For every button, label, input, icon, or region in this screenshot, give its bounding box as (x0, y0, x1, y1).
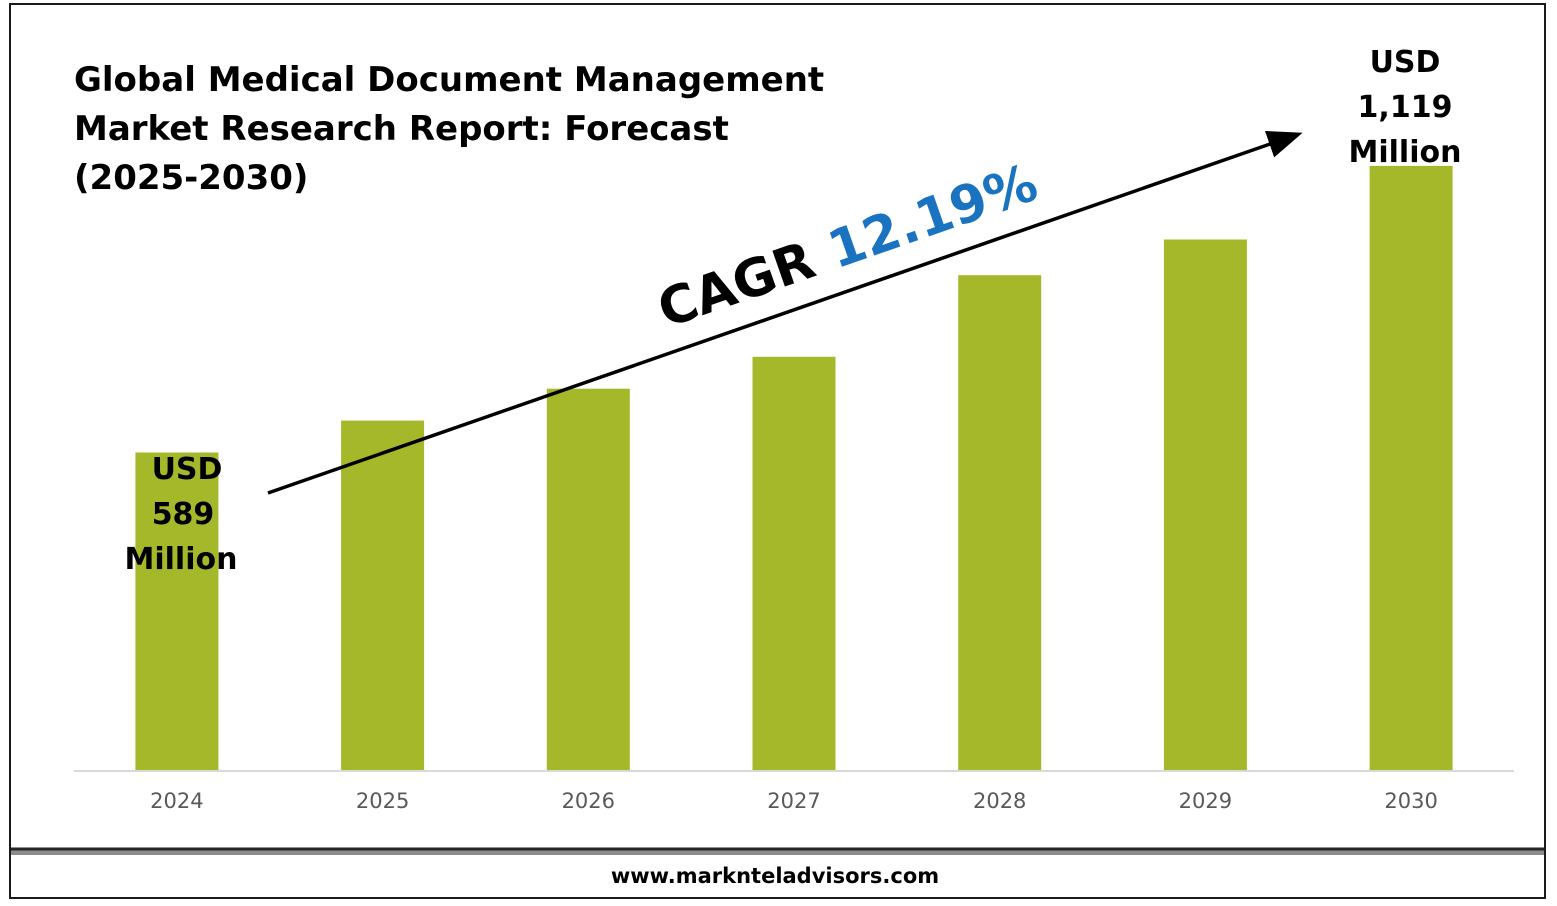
bar-2030 (1369, 165, 1453, 771)
bar-2029 (1163, 239, 1247, 771)
title-line-2: Market Research Report: Forecast (74, 109, 729, 149)
end-value-label: USD 1,119 Million (1349, 45, 1462, 170)
end-label-line-3: Million (1349, 135, 1462, 170)
title-line-3: (2025-2030) (74, 158, 308, 198)
start-label-line-1: USD (152, 452, 223, 487)
end-label-line-1: USD (1370, 45, 1441, 80)
end-label-line-2: 1,119 (1358, 90, 1453, 125)
bar-2025 (341, 420, 425, 771)
chart-title: Global Medical Document Management Marke… (74, 60, 824, 198)
x-tick-label-2028: 2028 (973, 789, 1026, 813)
start-label-line-2: 589 (152, 497, 215, 532)
start-label-line-3: Million (125, 542, 238, 577)
bars (135, 165, 1453, 771)
footer-website[interactable]: www.marknteladvisors.com (611, 864, 939, 888)
bar-2026 (546, 388, 630, 771)
start-value-label: USD 589 Million (125, 452, 238, 577)
cagr-word: CAGR (651, 231, 823, 341)
x-tick-label-2024: 2024 (150, 789, 203, 813)
x-tick-label-2027: 2027 (767, 789, 820, 813)
x-tick-label-2030: 2030 (1384, 789, 1437, 813)
footer-shadow (11, 850, 1544, 855)
x-tick-label-2025: 2025 (356, 789, 409, 813)
bar-2027 (752, 356, 836, 771)
bar-2028 (958, 275, 1042, 771)
bar-2024 (135, 452, 219, 771)
title-line-1: Global Medical Document Management (74, 60, 824, 100)
x-axis-ticks: 2024 2025 2026 2027 2028 2029 2030 (150, 789, 1438, 813)
growth-arrow (267, 130, 1303, 495)
x-tick-label-2026: 2026 (562, 789, 615, 813)
x-tick-label-2029: 2029 (1179, 789, 1232, 813)
